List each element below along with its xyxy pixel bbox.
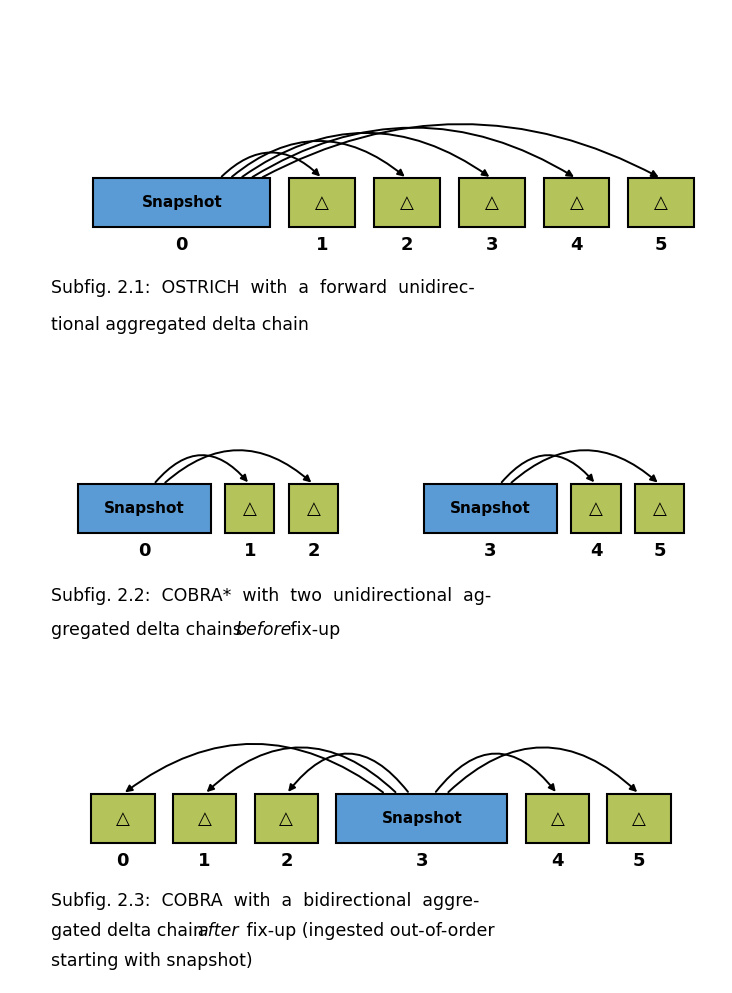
Text: △: △ bbox=[654, 194, 668, 212]
Text: Snapshot: Snapshot bbox=[381, 811, 463, 826]
Text: Snapshot: Snapshot bbox=[450, 501, 531, 516]
Text: 2: 2 bbox=[400, 236, 413, 254]
FancyBboxPatch shape bbox=[571, 485, 621, 533]
FancyBboxPatch shape bbox=[288, 485, 338, 533]
Text: gregated delta chains: gregated delta chains bbox=[51, 621, 247, 639]
FancyBboxPatch shape bbox=[628, 179, 694, 227]
Text: 2: 2 bbox=[280, 852, 293, 870]
Text: △: △ bbox=[653, 499, 667, 517]
Text: 3: 3 bbox=[484, 542, 496, 560]
Text: 1: 1 bbox=[316, 236, 329, 254]
Text: 2: 2 bbox=[307, 542, 320, 560]
Text: before: before bbox=[235, 621, 291, 639]
Text: tional aggregated delta chain: tional aggregated delta chain bbox=[51, 316, 309, 335]
Text: △: △ bbox=[243, 499, 257, 517]
FancyBboxPatch shape bbox=[544, 179, 609, 227]
FancyBboxPatch shape bbox=[459, 179, 525, 227]
FancyBboxPatch shape bbox=[337, 794, 507, 843]
Text: △: △ bbox=[632, 809, 646, 827]
FancyBboxPatch shape bbox=[608, 794, 671, 843]
Text: △: △ bbox=[485, 194, 498, 212]
Text: △: △ bbox=[550, 809, 564, 827]
Text: fix-up: fix-up bbox=[285, 621, 340, 639]
Text: fix-up (ingested out-of-order: fix-up (ingested out-of-order bbox=[241, 922, 494, 939]
FancyBboxPatch shape bbox=[424, 485, 557, 533]
FancyBboxPatch shape bbox=[526, 794, 589, 843]
Text: Snapshot: Snapshot bbox=[141, 196, 222, 211]
Text: △: △ bbox=[280, 809, 294, 827]
FancyBboxPatch shape bbox=[255, 794, 318, 843]
Text: △: △ bbox=[315, 194, 329, 212]
Text: 5: 5 bbox=[633, 852, 646, 870]
Text: △: △ bbox=[400, 194, 414, 212]
FancyBboxPatch shape bbox=[225, 485, 274, 533]
Text: △: △ bbox=[198, 809, 212, 827]
Text: gated delta chain: gated delta chain bbox=[51, 922, 209, 939]
Text: △: △ bbox=[116, 809, 130, 827]
Text: 3: 3 bbox=[485, 236, 498, 254]
Text: 4: 4 bbox=[570, 236, 583, 254]
FancyBboxPatch shape bbox=[374, 179, 440, 227]
Text: starting with snapshot): starting with snapshot) bbox=[51, 951, 253, 970]
Text: 5: 5 bbox=[655, 236, 668, 254]
Text: Subfig. 2.1:  OSTRICH  with  a  forward  unidirec-: Subfig. 2.1: OSTRICH with a forward unid… bbox=[51, 279, 475, 297]
Text: 0: 0 bbox=[176, 236, 188, 254]
Text: 0: 0 bbox=[116, 852, 129, 870]
FancyBboxPatch shape bbox=[173, 794, 236, 843]
Text: 1: 1 bbox=[198, 852, 211, 870]
FancyBboxPatch shape bbox=[289, 179, 355, 227]
Text: Subfig. 2.2:  COBRA*  with  two  unidirectional  ag-: Subfig. 2.2: COBRA* with two unidirectio… bbox=[51, 587, 491, 605]
Text: 5: 5 bbox=[654, 542, 666, 560]
Text: Snapshot: Snapshot bbox=[104, 501, 184, 516]
Text: 0: 0 bbox=[138, 542, 150, 560]
Text: 4: 4 bbox=[551, 852, 564, 870]
Text: 3: 3 bbox=[416, 852, 428, 870]
Text: △: △ bbox=[589, 499, 603, 517]
FancyBboxPatch shape bbox=[93, 179, 270, 227]
FancyBboxPatch shape bbox=[635, 485, 684, 533]
Text: △: △ bbox=[307, 499, 321, 517]
FancyBboxPatch shape bbox=[91, 794, 154, 843]
FancyBboxPatch shape bbox=[78, 485, 211, 533]
Text: 1: 1 bbox=[244, 542, 256, 560]
Text: after: after bbox=[197, 922, 239, 939]
Text: Subfig. 2.3:  COBRA  with  a  bidirectional  aggre-: Subfig. 2.3: COBRA with a bidirectional … bbox=[51, 892, 479, 910]
Text: 4: 4 bbox=[590, 542, 602, 560]
Text: △: △ bbox=[569, 194, 583, 212]
